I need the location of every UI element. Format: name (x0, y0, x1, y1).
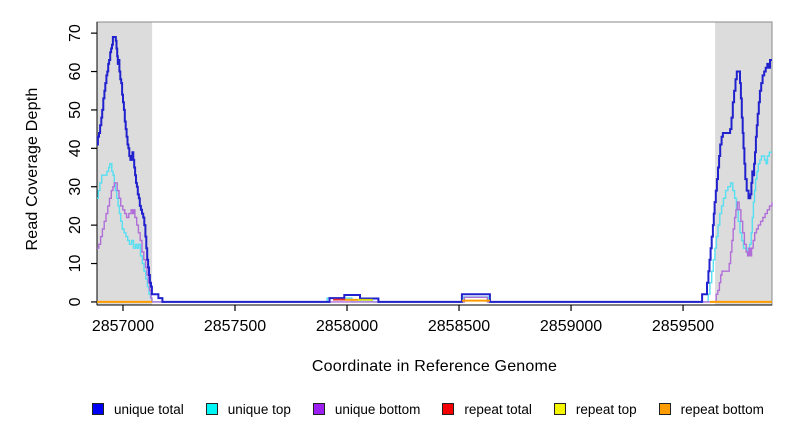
x-tick-label: 2858000 (316, 318, 378, 335)
legend-item-unique-top: unique top (205, 401, 291, 417)
y-tick-label: 40 (67, 139, 84, 157)
y-tick-label: 0 (67, 297, 84, 306)
legend-swatch (442, 403, 455, 415)
series-unique-total (96, 36, 772, 303)
legend-swatch (92, 403, 104, 415)
legend-swatch (205, 403, 218, 415)
y-tick-label: 20 (67, 216, 84, 234)
x-tick-label: 2859500 (652, 318, 714, 335)
y-tick-label: 50 (67, 101, 84, 119)
legend-swatch (312, 403, 325, 415)
legend-swatch (658, 403, 671, 415)
legend-item-repeat-top: repeat top (553, 401, 637, 417)
legend: unique total unique top unique bottom repea… (92, 398, 764, 420)
y-axis-title: Read Coverage Depth (24, 87, 41, 251)
legend-item-repeat-total: repeat total (442, 402, 532, 417)
series-unique-bottom (97, 182, 773, 303)
legend-label: unique top (227, 401, 291, 417)
legend-swatch (553, 403, 566, 415)
legend-label: repeat top (575, 401, 637, 417)
legend-item-repeat-bottom: repeat bottom (658, 401, 764, 417)
plot-box (96, 21, 773, 306)
y-tick-label: 10 (67, 255, 84, 273)
x-axis-title: Coordinate in Reference Genome (311, 358, 558, 375)
y-tick-label: 60 (67, 63, 84, 81)
legend-item-unique-total: unique total (92, 402, 184, 417)
y-tick-label: 30 (67, 178, 84, 196)
x-tick-label: 2857000 (92, 318, 154, 335)
series-unique-top (97, 151, 772, 303)
legend-label: unique bottom (334, 401, 421, 417)
legend-item-unique-bottom: unique bottom (312, 401, 421, 417)
x-tick-label: 2858500 (428, 318, 490, 335)
x-tick-label: 2859000 (540, 318, 602, 335)
legend-label: repeat total (464, 401, 532, 417)
left-amplicon-band (97, 22, 153, 305)
y-tick-label: 70 (67, 24, 84, 42)
legend-label: unique total (114, 401, 184, 417)
x-tick-label: 2857500 (204, 318, 266, 335)
legend-label: repeat bottom (680, 401, 764, 417)
